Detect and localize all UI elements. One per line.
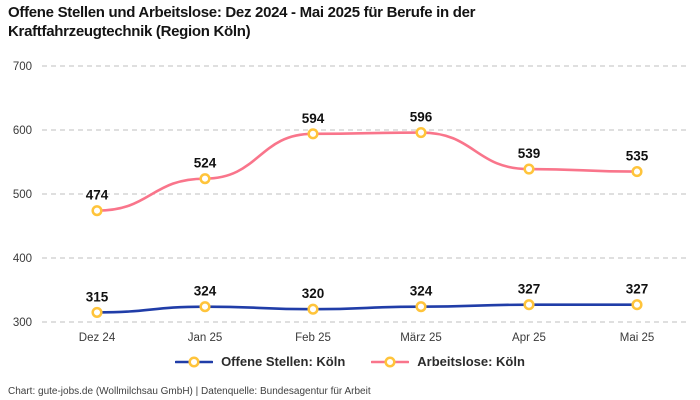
data-point-label: 327 — [626, 282, 649, 297]
legend-item-arbeitslose: Arbeitslose: Köln — [371, 354, 525, 369]
x-axis-label: Mai 25 — [620, 332, 655, 344]
data-point-0 — [523, 299, 535, 311]
series-line-1 — [95, 131, 639, 212]
data-point-label: 535 — [626, 149, 649, 164]
chart-legend: Offene Stellen: Köln Arbeitslose: Köln — [0, 354, 700, 369]
series-line-0 — [95, 303, 639, 314]
data-point-label: 320 — [302, 286, 325, 301]
data-point-1 — [523, 163, 535, 175]
legend-line-marker-icon — [175, 355, 214, 368]
y-axis-label: 300 — [13, 317, 32, 329]
chart-title: Offene Stellen und Arbeitslose: Dez 2024… — [8, 4, 476, 41]
data-point-label: 596 — [410, 110, 433, 125]
legend-line-marker-icon — [371, 355, 410, 368]
data-point-0 — [307, 303, 319, 315]
data-point-0 — [415, 301, 427, 313]
legend-item-offene-stellen: Offene Stellen: Köln — [175, 354, 345, 369]
data-point-label: 474 — [86, 188, 109, 203]
legend-label-offene-stellen: Offene Stellen: Köln — [221, 354, 346, 369]
x-axis-label: März 25 — [400, 332, 442, 344]
data-point-0 — [631, 299, 643, 311]
data-point-1 — [415, 127, 427, 139]
data-point-label: 324 — [410, 284, 433, 299]
data-point-label: 594 — [302, 111, 325, 126]
data-point-0 — [199, 301, 211, 313]
legend-marker — [188, 355, 200, 368]
data-point-label: 539 — [518, 146, 541, 161]
data-point-1 — [199, 173, 211, 185]
legend-label-arbeitslose: Arbeitslose: Köln — [417, 354, 525, 369]
x-axis-label: Feb 25 — [295, 332, 331, 344]
data-point-0 — [91, 306, 103, 318]
data-point-label: 327 — [518, 282, 541, 297]
y-axis-label: 700 — [13, 61, 32, 73]
chart-attribution: Chart: gute-jobs.de (Wollmilchsau GmbH) … — [8, 386, 371, 397]
x-axis-label: Jan 25 — [188, 332, 223, 344]
y-axis-label: 600 — [13, 125, 32, 137]
legend-marker — [384, 355, 396, 368]
line-chart-plot: 300 400 500 600 700 Dez 24 Jan 25 Feb 25 März 25… — [13, 61, 690, 344]
data-point-1 — [91, 205, 103, 217]
data-point-label: 524 — [194, 156, 217, 171]
x-axis-label: Dez 24 — [79, 332, 116, 344]
data-point-1 — [631, 166, 643, 178]
data-point-1 — [307, 128, 319, 140]
data-point-label: 324 — [194, 284, 217, 299]
data-point-label: 315 — [86, 289, 109, 304]
y-axis-label: 400 — [13, 253, 32, 265]
y-axis-label: 500 — [13, 189, 32, 201]
x-axis-label: Apr 25 — [512, 332, 546, 344]
